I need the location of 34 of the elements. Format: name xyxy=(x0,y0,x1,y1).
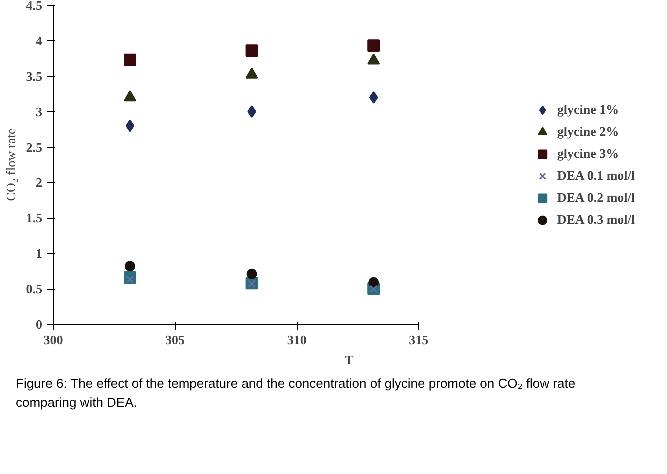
y-tick-label: 3.5 xyxy=(26,68,43,84)
point xyxy=(124,261,136,272)
point xyxy=(246,68,258,79)
legend-label: glycine 1% xyxy=(557,102,620,118)
legend-label: DEA 0.3 mol/l xyxy=(557,212,635,228)
y-tick-label: 1.5 xyxy=(26,210,43,226)
point xyxy=(124,90,136,102)
point xyxy=(246,268,258,280)
y-tick-label: 0.5 xyxy=(26,282,43,297)
legend-label: glycine 3% xyxy=(557,146,620,162)
point xyxy=(369,91,378,104)
caption: Figure 6: The effect of the temperature and the concentration of glycine promote on CO₂ flow rate comparing with DEA. xyxy=(16,375,577,412)
x-tick-label: 315 xyxy=(409,332,430,348)
y-tick-label: 3 xyxy=(36,104,43,120)
y-tick-label: 2.5 xyxy=(26,140,43,155)
point xyxy=(124,54,136,66)
point xyxy=(246,44,258,58)
x-tick-label: 305 xyxy=(166,332,186,348)
y-tick-label: 4 xyxy=(36,33,43,48)
point xyxy=(368,54,380,65)
y-axis-title: CO₂ flow rate xyxy=(3,128,18,202)
legend-label: DEA 0.1 mol/l xyxy=(557,168,635,184)
y-tick-label: 2 xyxy=(36,175,42,190)
legend-label: DEA 0.2 mol/l xyxy=(557,190,635,206)
point xyxy=(368,277,380,288)
point xyxy=(126,120,135,132)
x-axis-title: T xyxy=(345,352,354,368)
x-tick-label: 310 xyxy=(287,332,307,348)
legend-label: glycine 2% xyxy=(557,124,620,140)
y-tick-label: 4.5 xyxy=(26,0,43,13)
y-tick-label: 0 xyxy=(36,317,42,332)
point xyxy=(368,40,380,52)
x-tick-label: 300 xyxy=(44,332,64,348)
y-tick-label: 1 xyxy=(36,246,42,262)
